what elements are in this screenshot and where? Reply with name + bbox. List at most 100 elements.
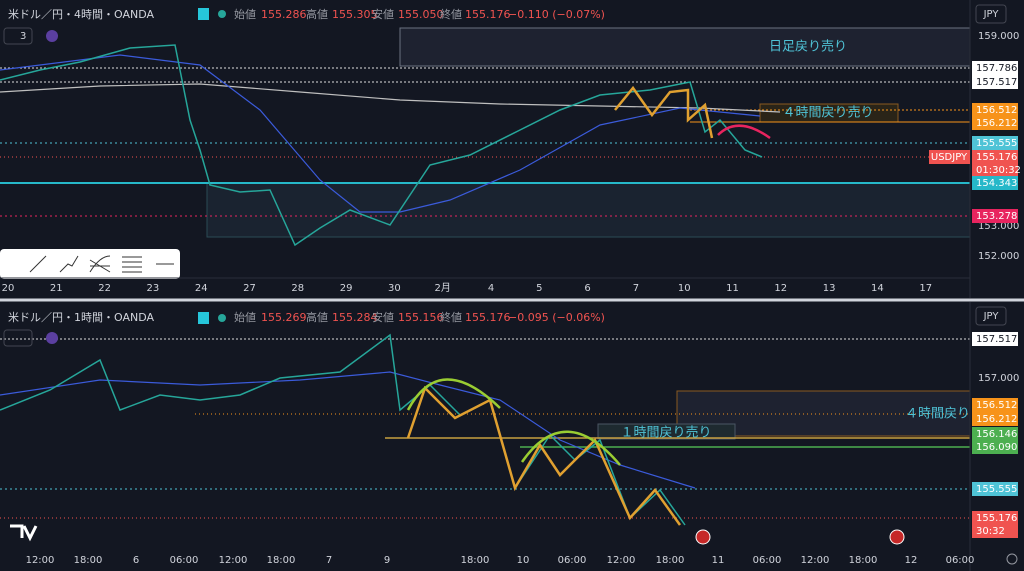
- price-tag-bg: [972, 176, 1018, 190]
- top-pane: 米ドル／円・4時間・OANDA 始値 155.286 高値 155.305 安値…: [0, 0, 1007, 298]
- time-label: 18:00: [656, 555, 685, 566]
- time-label: 6: [584, 283, 590, 294]
- close: 155.176: [465, 8, 511, 21]
- price-tag: 155.555: [976, 138, 1017, 149]
- tool-lines[interactable]: [122, 256, 142, 273]
- open: 155.286: [261, 8, 307, 21]
- time-label: 06:00: [946, 555, 975, 566]
- status-dot: [218, 314, 226, 322]
- time-label: 13: [823, 283, 836, 294]
- logo: [10, 524, 38, 542]
- close-label: 終値: [440, 7, 462, 21]
- time-label: 12:00: [219, 555, 248, 566]
- tool-trend[interactable]: [29, 255, 47, 273]
- change: −0.095 (−0.06%): [508, 311, 605, 324]
- price-tag-bg: [972, 398, 1018, 412]
- annotation: １時間戻り売り: [620, 425, 711, 441]
- price-tag-bg: [972, 150, 1018, 164]
- annotation: 日足戻り売り: [769, 39, 847, 55]
- price-tag: 155.555: [976, 484, 1017, 495]
- time-label: 5: [536, 283, 542, 294]
- time-label: 06:00: [753, 555, 782, 566]
- symbol: 米ドル／円・4時間・OANDA: [8, 8, 154, 21]
- price-tag: 155.176: [976, 513, 1017, 524]
- price-tag: 156.512: [976, 400, 1017, 411]
- indicator-toggle[interactable]: [3, 27, 33, 45]
- time-label: 21: [50, 283, 63, 294]
- time-label: 11: [726, 283, 739, 294]
- tool-fib[interactable]: [89, 255, 111, 273]
- collapse-toggle[interactable]: [3, 329, 33, 347]
- low-label: 安値: [372, 310, 394, 324]
- time-label: 06:00: [558, 555, 587, 566]
- time-label: 12:00: [26, 555, 55, 566]
- moving-average: [0, 371, 696, 489]
- time-label: 7: [326, 555, 332, 566]
- price-label: 159.000: [978, 31, 1019, 42]
- time-label: 12:00: [607, 555, 636, 566]
- price-tag: 156.212: [976, 118, 1017, 129]
- time-label: 18:00: [849, 555, 878, 566]
- symbol-tag-bg: [929, 150, 970, 164]
- price-tag-bg: [972, 103, 1018, 117]
- time-label: 29: [340, 283, 353, 294]
- open-label: 始値: [234, 310, 256, 324]
- price-tag-bg: [972, 427, 1018, 441]
- price-tag: 155.176: [976, 152, 1017, 163]
- time-label: 18:00: [74, 555, 103, 566]
- price-tag-bg: [972, 412, 1018, 426]
- change: −0.110 (−0.07%): [508, 8, 605, 21]
- settings-icon[interactable]: [1006, 553, 1018, 565]
- moving-average: [0, 83, 781, 113]
- time-label: 28: [291, 283, 304, 294]
- price-tag: 157.517: [976, 334, 1017, 345]
- price-tag: 01:30:32: [976, 165, 1021, 176]
- close-label: 終値: [440, 310, 462, 324]
- price-label: 157.000: [978, 373, 1019, 384]
- moving-average: [0, 54, 761, 213]
- time-label: 12:00: [801, 555, 830, 566]
- symbol: 米ドル／円・1時間・OANDA: [8, 311, 154, 324]
- price-tag: 156.090: [976, 442, 1017, 453]
- time-label: 4: [488, 283, 494, 294]
- price-tag: 153.278: [976, 211, 1017, 222]
- price-tag-bg: [972, 61, 1018, 75]
- high-label: 高値: [306, 310, 328, 324]
- drawing-arc: [717, 124, 771, 140]
- tool-path[interactable]: [59, 255, 79, 273]
- flag-icon: [198, 8, 209, 20]
- price-tag-bg: [972, 116, 1018, 130]
- price-tag-bg: [972, 511, 1018, 525]
- toolbar-icons: [29, 255, 174, 273]
- price-tag: 30:32: [976, 526, 1005, 537]
- price-tag: 157.786: [976, 63, 1017, 74]
- price-tag: 156.212: [976, 414, 1017, 425]
- time-label: 06:00: [170, 555, 199, 566]
- indicator-icon: [46, 30, 58, 42]
- price-label: 152.000: [978, 251, 1019, 262]
- time-label: 12: [905, 555, 918, 566]
- indicator-count: 3: [20, 31, 26, 42]
- time-label: 24: [195, 283, 208, 294]
- time-label: 11: [712, 555, 725, 566]
- event-icon[interactable]: [889, 529, 905, 545]
- high-label: 高値: [306, 7, 328, 21]
- currency-button[interactable]: [975, 306, 1007, 326]
- price-tag-bg: [972, 209, 1018, 223]
- annotation: ４時間戻り売り: [782, 105, 873, 121]
- time-label: 20: [2, 283, 15, 294]
- time-label: 6: [133, 555, 139, 566]
- currency-button[interactable]: [975, 4, 1007, 24]
- zone-box: [206, 182, 971, 238]
- high: 155.305: [332, 8, 378, 21]
- price-tag: 156.146: [976, 429, 1017, 440]
- event-icon[interactable]: [695, 529, 711, 545]
- time-label: 18:00: [267, 555, 296, 566]
- time-label: 2月: [435, 282, 451, 294]
- price-tag-bg: [972, 163, 1018, 177]
- price-tag-bg: [972, 524, 1018, 538]
- time-label: 22: [98, 283, 111, 294]
- indicator-icon: [46, 332, 58, 344]
- status-dot: [218, 10, 226, 18]
